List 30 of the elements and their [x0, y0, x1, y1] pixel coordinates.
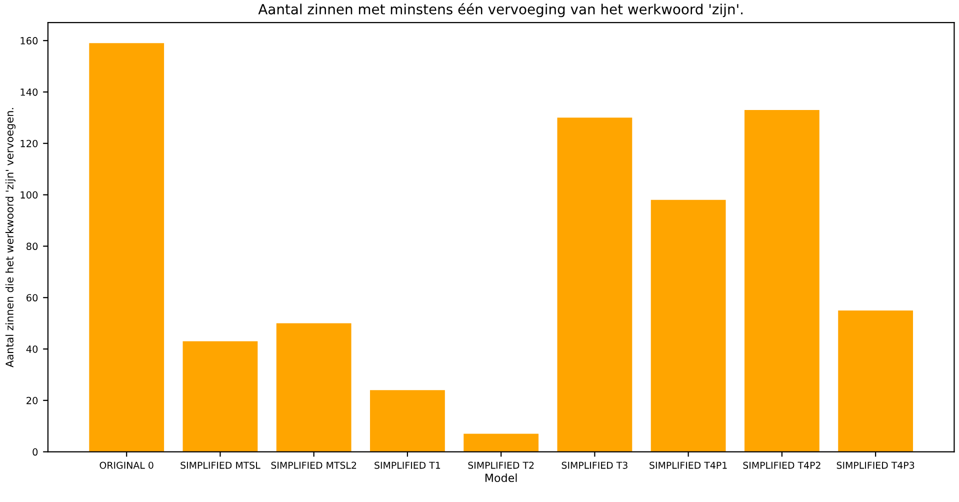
y-tick-label: 100 — [20, 191, 38, 199]
x-tick-label: SIMPLIFIED T4P1 — [650, 462, 727, 469]
x-tick-label: SIMPLIFIED T1 — [374, 462, 440, 469]
y-tick-label: 140 — [20, 88, 38, 96]
y-tick-label: 160 — [20, 37, 38, 44]
bar — [744, 110, 820, 452]
x-tick-label: SIMPLIFIED T4P3 — [836, 462, 914, 469]
x-tick-label: SIMPLIFIED T3 — [562, 462, 628, 469]
y-tick-label: 40 — [26, 345, 38, 353]
bar — [838, 310, 914, 452]
y-tick-label: 20 — [26, 396, 38, 404]
bar — [182, 341, 258, 452]
y-axis-title: Aantal zinnen die het werkwoord 'zijn' vervoegen. — [5, 108, 16, 368]
bar — [557, 118, 632, 452]
bar — [276, 323, 352, 452]
bar — [89, 43, 164, 452]
y-tick-label: 0 — [32, 448, 38, 456]
x-tick-label: SIMPLIFIED T4P2 — [743, 462, 820, 469]
x-tick-label: ORIGINAL 0 — [100, 462, 154, 469]
bar — [650, 200, 726, 452]
bar — [370, 390, 445, 452]
x-tick-label: SIMPLIFIED MTSL — [180, 462, 260, 469]
chart-title: Aantal zinnen met minstens één vervoeging van het werkwoord 'zijn'. — [258, 3, 743, 18]
y-tick-label: 60 — [26, 294, 38, 302]
bar — [464, 434, 539, 452]
x-tick-label: SIMPLIFIED T2 — [468, 462, 534, 469]
y-tick-label: 120 — [20, 140, 38, 148]
x-axis-title: Model — [485, 473, 517, 482]
y-tick-label: 80 — [26, 242, 38, 250]
x-tick-label: SIMPLIFIED MTSL2 — [271, 462, 356, 469]
